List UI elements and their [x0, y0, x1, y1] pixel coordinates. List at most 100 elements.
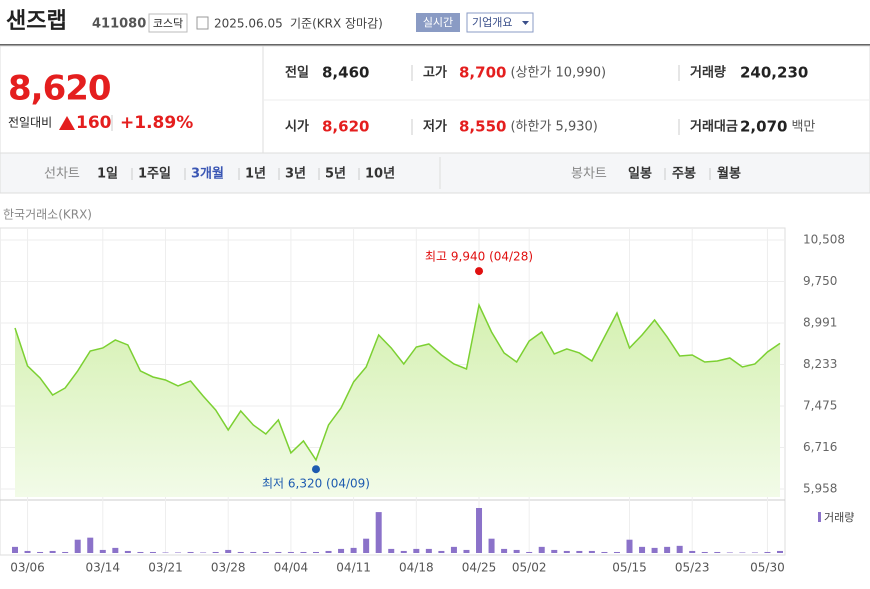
period-tab[interactable]: 5년 [325, 167, 346, 182]
volume-bar [664, 546, 671, 553]
volume-bar [175, 552, 182, 553]
volume-bar [450, 546, 457, 553]
price-area [15, 305, 780, 497]
y-tick-label: 5,958 [803, 482, 837, 496]
quote-value: 240,230 [740, 64, 808, 82]
legend-label: 거래량 [824, 511, 854, 524]
x-tick-label: 04/18 [399, 561, 434, 575]
volume-bar [112, 547, 119, 553]
candle-tab[interactable]: 주봉 [672, 167, 696, 182]
volume-bar [375, 512, 382, 553]
x-tick-label: 04/11 [336, 561, 371, 575]
x-tick-label: 03/21 [148, 561, 183, 575]
volume-bar [613, 551, 620, 553]
period-tab[interactable]: 1년 [245, 167, 266, 182]
volume-bar [137, 551, 144, 553]
volume-bar [212, 551, 219, 553]
volume-bar [714, 551, 721, 553]
y-tick-label: 9,750 [803, 274, 837, 288]
basis: 기준(KRX 장마감) [290, 17, 383, 31]
y-tick-label: 7,475 [803, 398, 837, 412]
quote-label: 저가 [423, 120, 447, 135]
volume-bar [701, 551, 708, 553]
change-rate: +1.89% [120, 113, 193, 133]
x-tick-label: 03/14 [85, 561, 120, 575]
volume-bar [162, 552, 169, 553]
period-tab[interactable]: 1일 [97, 167, 118, 182]
quote-note: (하한가 5,930) [510, 120, 597, 135]
quote-value: 8,620 [322, 118, 369, 136]
volume-bar [488, 538, 495, 553]
volume-bar [751, 552, 758, 553]
volume-bar [413, 548, 420, 553]
volume-bar [74, 539, 81, 553]
quote-note: 백만 [791, 120, 815, 135]
volume-bar [777, 550, 783, 553]
x-tick-label: 05/02 [512, 561, 547, 575]
realtime-label: 실시간 [423, 16, 453, 29]
volume-bar [124, 550, 131, 553]
y-tick-label: 8,233 [803, 357, 837, 371]
volume-bar [338, 548, 345, 553]
candle-tab[interactable]: 일봉 [628, 167, 652, 182]
y-tick-label: 6,716 [803, 440, 837, 454]
volume-bar [676, 545, 683, 553]
volume-bar [12, 546, 18, 553]
volume-bar [225, 549, 232, 553]
company-button[interactable] [466, 12, 534, 33]
volume-bar [563, 550, 570, 553]
plot-frame [0, 227, 786, 556]
x-tick-label: 04/25 [462, 561, 497, 575]
annotation-dot [475, 267, 484, 276]
volume-bar [438, 550, 445, 553]
annotation-label: 최고 9,940 (04/28) [425, 250, 533, 264]
annotation-dot [311, 465, 320, 474]
volume-bar [513, 549, 520, 553]
y-tick-label: 10,508 [803, 233, 845, 247]
volume-bar [463, 549, 470, 553]
quote-value: 8,700 [459, 64, 506, 82]
volume-bar [37, 551, 44, 553]
volume-bar [639, 546, 646, 553]
volume-bar [651, 547, 658, 553]
volume-bar [551, 549, 558, 553]
calendar-icon [196, 16, 209, 30]
volume-bar [601, 551, 608, 553]
market-badge [148, 13, 188, 33]
quote-label: 고가 [423, 66, 447, 81]
tab-group-label: 봉차트 [571, 167, 607, 182]
volume-bar [689, 550, 696, 553]
period-tab[interactable]: 3년 [285, 167, 306, 182]
quote-value: 2,070 [740, 118, 787, 136]
period-tab[interactable]: 1주일 [138, 167, 171, 182]
current-price: 8,620 [8, 69, 111, 109]
volume-bar [200, 552, 207, 553]
volume-bar [287, 551, 294, 553]
volume-bar [262, 551, 269, 553]
stock-code: 411080 [92, 17, 146, 32]
volume-bar [99, 549, 106, 553]
legend-swatch [818, 512, 821, 522]
volume-bar [739, 552, 746, 553]
volume-bar [526, 551, 533, 553]
period-tab[interactable]: 10년 [365, 167, 395, 182]
y-tick-label: 8,991 [803, 316, 837, 330]
x-tick-label: 05/23 [675, 561, 710, 575]
quote-label: 거래대금 [690, 120, 738, 135]
quote-value: 8,460 [322, 64, 369, 82]
period-tab[interactable]: 3개월 [191, 166, 224, 182]
volume-bar [400, 550, 407, 553]
dropdown-arrow [522, 21, 529, 25]
volume-bar [764, 551, 771, 553]
volume-bar [576, 550, 583, 553]
quote-note: (상한가 10,990) [510, 66, 606, 81]
volume-bar [300, 551, 307, 553]
source: 한국거래소(KRX) [3, 208, 92, 222]
market-label: 코스닥 [153, 17, 183, 30]
header-rule [0, 44, 870, 46]
candle-tab[interactable]: 월봉 [717, 166, 741, 182]
volume-bar [312, 551, 319, 553]
realtime-button[interactable] [416, 13, 460, 32]
volume-bar [626, 539, 633, 553]
